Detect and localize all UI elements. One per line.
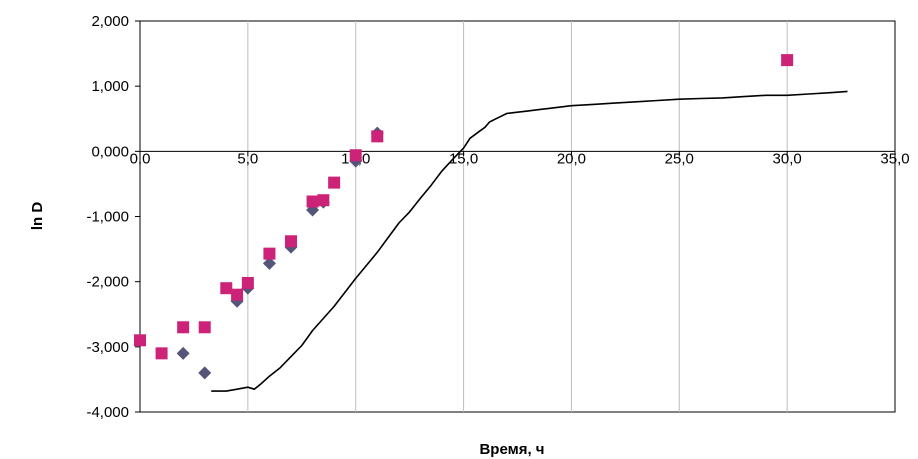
x-tick-label: 30,0	[773, 150, 802, 167]
series-2-point	[371, 130, 384, 143]
series-2-point	[263, 247, 276, 260]
x-tick-label: 0,0	[130, 150, 151, 167]
series-3-line	[211, 90, 848, 392]
y-tick-label: -4,000	[86, 404, 129, 421]
series-2-point	[349, 149, 362, 162]
x-tick-label: 25,0	[665, 150, 694, 167]
x-tick-label: 5,0	[237, 150, 258, 167]
series-2-point	[306, 195, 319, 208]
y-tick-label: 0,000	[91, 143, 129, 160]
x-tick-label: 20,0	[557, 150, 586, 167]
series-2-point	[285, 235, 297, 248]
axes	[135, 20, 896, 413]
series-layer	[134, 54, 848, 392]
y-tick-label: 1,000	[91, 78, 129, 95]
series-2-point	[328, 176, 341, 189]
series-1-point	[198, 366, 212, 380]
y-tick-label: -3,000	[86, 339, 129, 356]
plot-area	[139, 20, 896, 413]
series-2-point	[220, 282, 233, 295]
series-2-point	[317, 194, 330, 207]
series-2-point	[177, 321, 190, 334]
y-tick-label: -1,000	[86, 209, 129, 226]
series-2-point	[231, 288, 244, 301]
series-2-point	[781, 54, 794, 67]
x-axis-title: Время, ч	[479, 441, 544, 458]
gridlines	[247, 21, 788, 412]
x-tick-label: 35,0	[880, 150, 909, 167]
series-2-point	[155, 347, 168, 360]
y-tick-labels: 2,000 1,000 0,000 -1,000 -2,000 -3,000 -4,000	[86, 13, 129, 421]
y-tick-label: -2,000	[86, 274, 129, 291]
series-1-point	[262, 256, 276, 270]
series-2-point	[134, 334, 146, 347]
series-2-point	[198, 321, 211, 334]
y-tick-label: 2,000	[91, 13, 129, 30]
series-1-point	[176, 346, 190, 360]
y-axis-title: ln D	[29, 202, 46, 230]
series-2-point	[241, 276, 254, 289]
